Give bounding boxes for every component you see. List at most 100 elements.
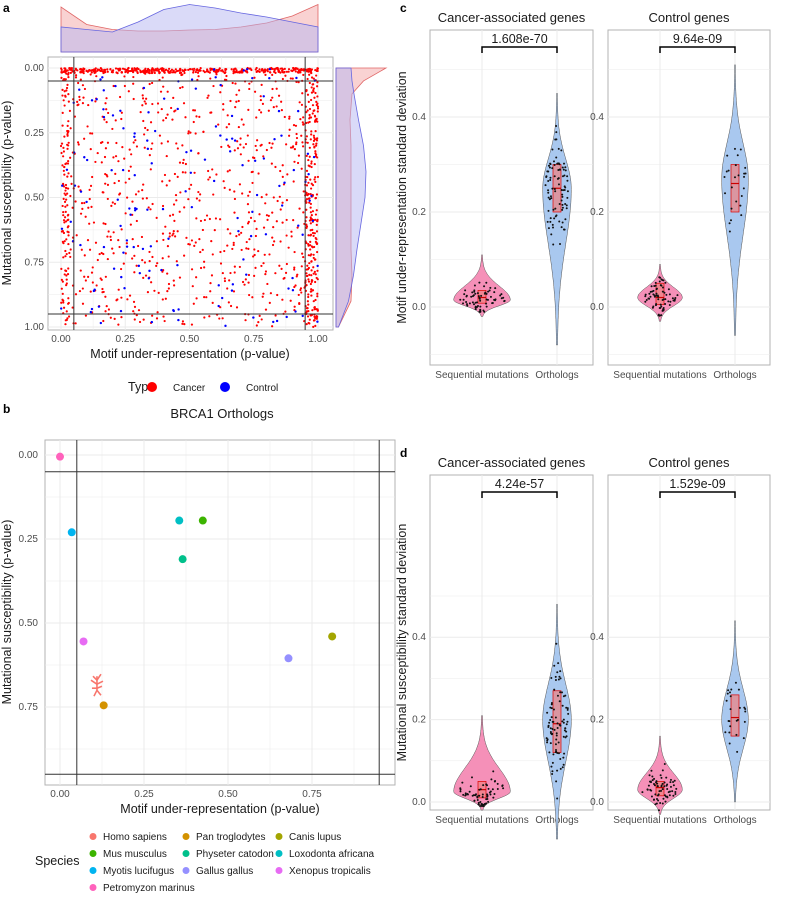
data-point xyxy=(556,162,559,165)
control-point xyxy=(60,227,64,230)
cancer-point xyxy=(83,87,87,91)
cancer-point xyxy=(159,90,163,93)
tree-branch xyxy=(96,680,104,685)
cancer-point xyxy=(305,110,308,114)
cancer-point xyxy=(88,188,91,191)
cancer-point xyxy=(228,188,231,191)
cancer-point xyxy=(83,275,86,278)
cancer-point xyxy=(264,273,267,276)
data-point xyxy=(672,794,675,797)
data-point xyxy=(561,221,564,224)
data-point xyxy=(548,721,551,724)
cancer-point xyxy=(77,143,80,146)
data-point xyxy=(561,206,564,209)
data-point xyxy=(557,662,560,665)
control-point xyxy=(128,207,131,210)
data-point xyxy=(486,795,489,798)
data-point xyxy=(561,720,564,723)
cancer-point xyxy=(254,234,257,238)
cancer-point xyxy=(142,318,145,321)
cancer-point xyxy=(62,155,65,158)
x-axis-label: Motif under-representation (p-value) xyxy=(120,802,319,816)
cancer-point xyxy=(190,323,194,326)
cancer-point xyxy=(63,240,66,243)
cancer-point xyxy=(109,235,112,238)
cancer-point xyxy=(133,254,136,257)
cancer-point xyxy=(209,111,212,114)
cancer-point xyxy=(161,257,164,260)
data-point xyxy=(730,186,733,189)
cancer-point xyxy=(182,102,186,105)
cancer-point xyxy=(249,67,252,70)
cancer-point xyxy=(285,70,289,73)
cancer-point xyxy=(113,181,116,185)
data-point xyxy=(739,204,742,207)
cancer-point xyxy=(315,238,318,241)
cancer-point xyxy=(294,284,297,287)
cancer-point xyxy=(255,324,258,327)
cancer-point xyxy=(219,218,222,221)
data-point xyxy=(489,295,492,298)
data-point xyxy=(728,230,731,233)
cancer-point xyxy=(288,134,291,137)
data-point xyxy=(559,670,562,673)
cancer-point xyxy=(262,226,266,229)
cancer-point xyxy=(74,67,77,70)
cancer-point xyxy=(308,273,311,276)
control-point xyxy=(217,304,220,308)
cancer-point xyxy=(312,234,315,237)
data-point xyxy=(660,284,663,287)
cancer-point xyxy=(305,272,308,275)
facet-title: Control genes xyxy=(649,455,730,470)
control-point xyxy=(214,76,217,79)
cancer-point xyxy=(136,71,139,74)
x-tick-label: Sequential mutations xyxy=(435,815,528,826)
data-point xyxy=(474,292,477,295)
cancer-point xyxy=(313,306,316,309)
p-value-label: 9.64e-09 xyxy=(673,32,722,46)
cancer-point xyxy=(249,216,253,219)
data-point xyxy=(550,233,553,236)
cancer-point xyxy=(239,153,242,156)
data-point xyxy=(558,675,561,678)
y-tick-label: 0.0 xyxy=(412,302,426,313)
cancer-point xyxy=(219,91,222,94)
data-point xyxy=(555,750,558,753)
cancer-point xyxy=(234,82,237,85)
cancer-point xyxy=(142,183,145,186)
data-point xyxy=(553,187,556,190)
cancer-point xyxy=(76,104,79,107)
data-point xyxy=(658,276,661,279)
cancer-point xyxy=(223,71,226,74)
cancer-point xyxy=(63,173,66,176)
cancer-point xyxy=(124,252,127,255)
cancer-point xyxy=(106,70,109,73)
cancer-point xyxy=(122,262,125,265)
data-point xyxy=(475,306,478,309)
data-point xyxy=(558,203,561,206)
control-point xyxy=(111,114,115,117)
control-point xyxy=(102,108,105,111)
cancer-point xyxy=(78,289,82,293)
cancer-point xyxy=(107,111,110,115)
cancer-point xyxy=(310,165,313,169)
cancer-point xyxy=(66,175,69,178)
data-point xyxy=(728,731,731,734)
cancer-point xyxy=(203,316,206,319)
cancer-point xyxy=(106,141,110,144)
cancer-point xyxy=(170,106,173,110)
cancer-point xyxy=(295,275,298,278)
control-point xyxy=(285,315,288,319)
cancer-point xyxy=(167,282,171,286)
cancer-point xyxy=(208,315,211,318)
data-point xyxy=(563,188,566,191)
cancer-point xyxy=(74,200,77,203)
cancer-point xyxy=(305,198,309,201)
data-point xyxy=(655,292,658,295)
cancer-point xyxy=(62,185,66,188)
cancer-point xyxy=(60,267,63,270)
cancer-point xyxy=(314,316,317,319)
data-point xyxy=(469,785,472,788)
cancer-point xyxy=(89,132,92,135)
cancer-point xyxy=(295,141,298,144)
